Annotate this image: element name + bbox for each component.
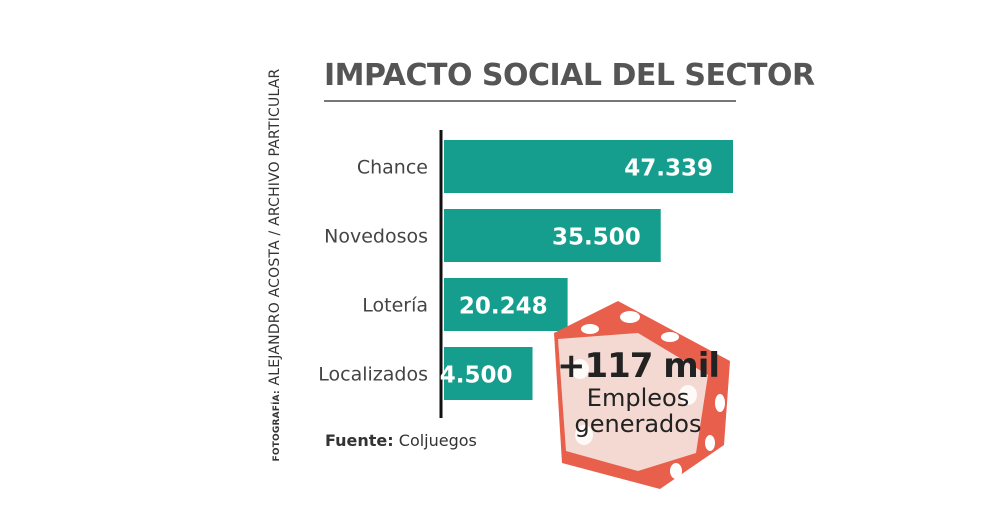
- dice-pip: [575, 425, 593, 445]
- dice-icon: [554, 301, 730, 489]
- value-label: 14.500: [424, 363, 513, 389]
- dice-pip: [620, 311, 640, 323]
- callout-line1: Empleos: [586, 384, 690, 412]
- bar-3: [444, 347, 533, 400]
- dice-pip: [715, 394, 725, 412]
- category-label: Chance: [357, 157, 428, 179]
- category-label: Localizados: [318, 364, 428, 386]
- category-label: Novedosos: [324, 226, 428, 248]
- value-label: 20.248: [459, 294, 548, 320]
- value-label: 47.339: [624, 156, 713, 182]
- source-label: Fuente:: [325, 431, 394, 450]
- bar-2: [444, 278, 568, 331]
- dice-face: [558, 333, 708, 471]
- chart-title: IMPACTO SOCIAL DEL SECTOR: [324, 58, 815, 93]
- title-divider: [324, 100, 736, 102]
- value-label: 35.500: [552, 225, 641, 251]
- category-label: Lotería: [362, 295, 428, 317]
- dice-pip: [705, 435, 715, 451]
- dice-pip: [661, 332, 679, 342]
- dice-pip: [571, 359, 589, 379]
- source-text: Coljuegos: [398, 431, 477, 450]
- callout-line2: generados: [574, 410, 702, 438]
- callout-number: +117 mil: [556, 346, 720, 386]
- dice-pip: [679, 385, 697, 405]
- dice-pip: [670, 463, 682, 479]
- dice-pip: [581, 324, 599, 334]
- source-note: Fuente: Coljuegos: [325, 431, 477, 450]
- bar-1: [444, 209, 661, 262]
- bar-0: [444, 140, 733, 193]
